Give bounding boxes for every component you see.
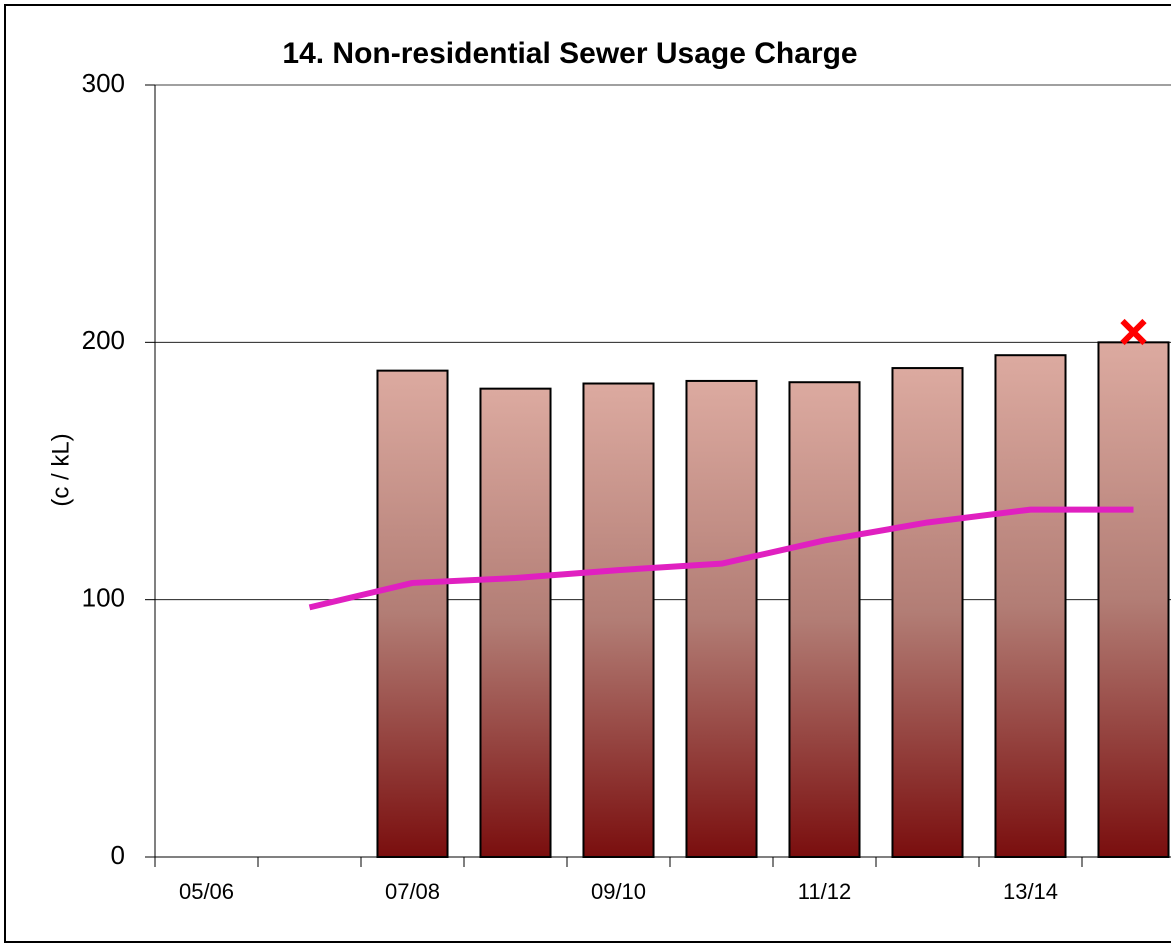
y-tick-label: 100 bbox=[82, 583, 125, 613]
y-tick-label: 300 bbox=[82, 68, 125, 98]
bar bbox=[685, 379, 758, 858]
chart-title: 14. Non-residential Sewer Usage Charge bbox=[282, 37, 857, 70]
bar bbox=[788, 381, 861, 858]
bar bbox=[1097, 341, 1170, 859]
x-tick-label: 13/14 bbox=[1003, 879, 1058, 904]
bar bbox=[376, 369, 449, 858]
bar bbox=[994, 354, 1067, 858]
x-tick-label: 09/10 bbox=[591, 879, 646, 904]
bar bbox=[479, 387, 552, 858]
x-tick-label: 05/06 bbox=[179, 879, 234, 904]
marker bbox=[1120, 318, 1147, 346]
y-tick-label: 200 bbox=[82, 325, 125, 355]
x-tick-label: 07/08 bbox=[385, 879, 440, 904]
x-tick-label: 11/12 bbox=[798, 879, 851, 904]
y-axis-label: (c / kL) bbox=[47, 433, 74, 506]
line bbox=[308, 506, 1134, 611]
y-tick-label: 0 bbox=[111, 840, 125, 870]
bar bbox=[582, 382, 655, 858]
frame bbox=[4, 4, 1171, 943]
bar bbox=[891, 367, 964, 858]
